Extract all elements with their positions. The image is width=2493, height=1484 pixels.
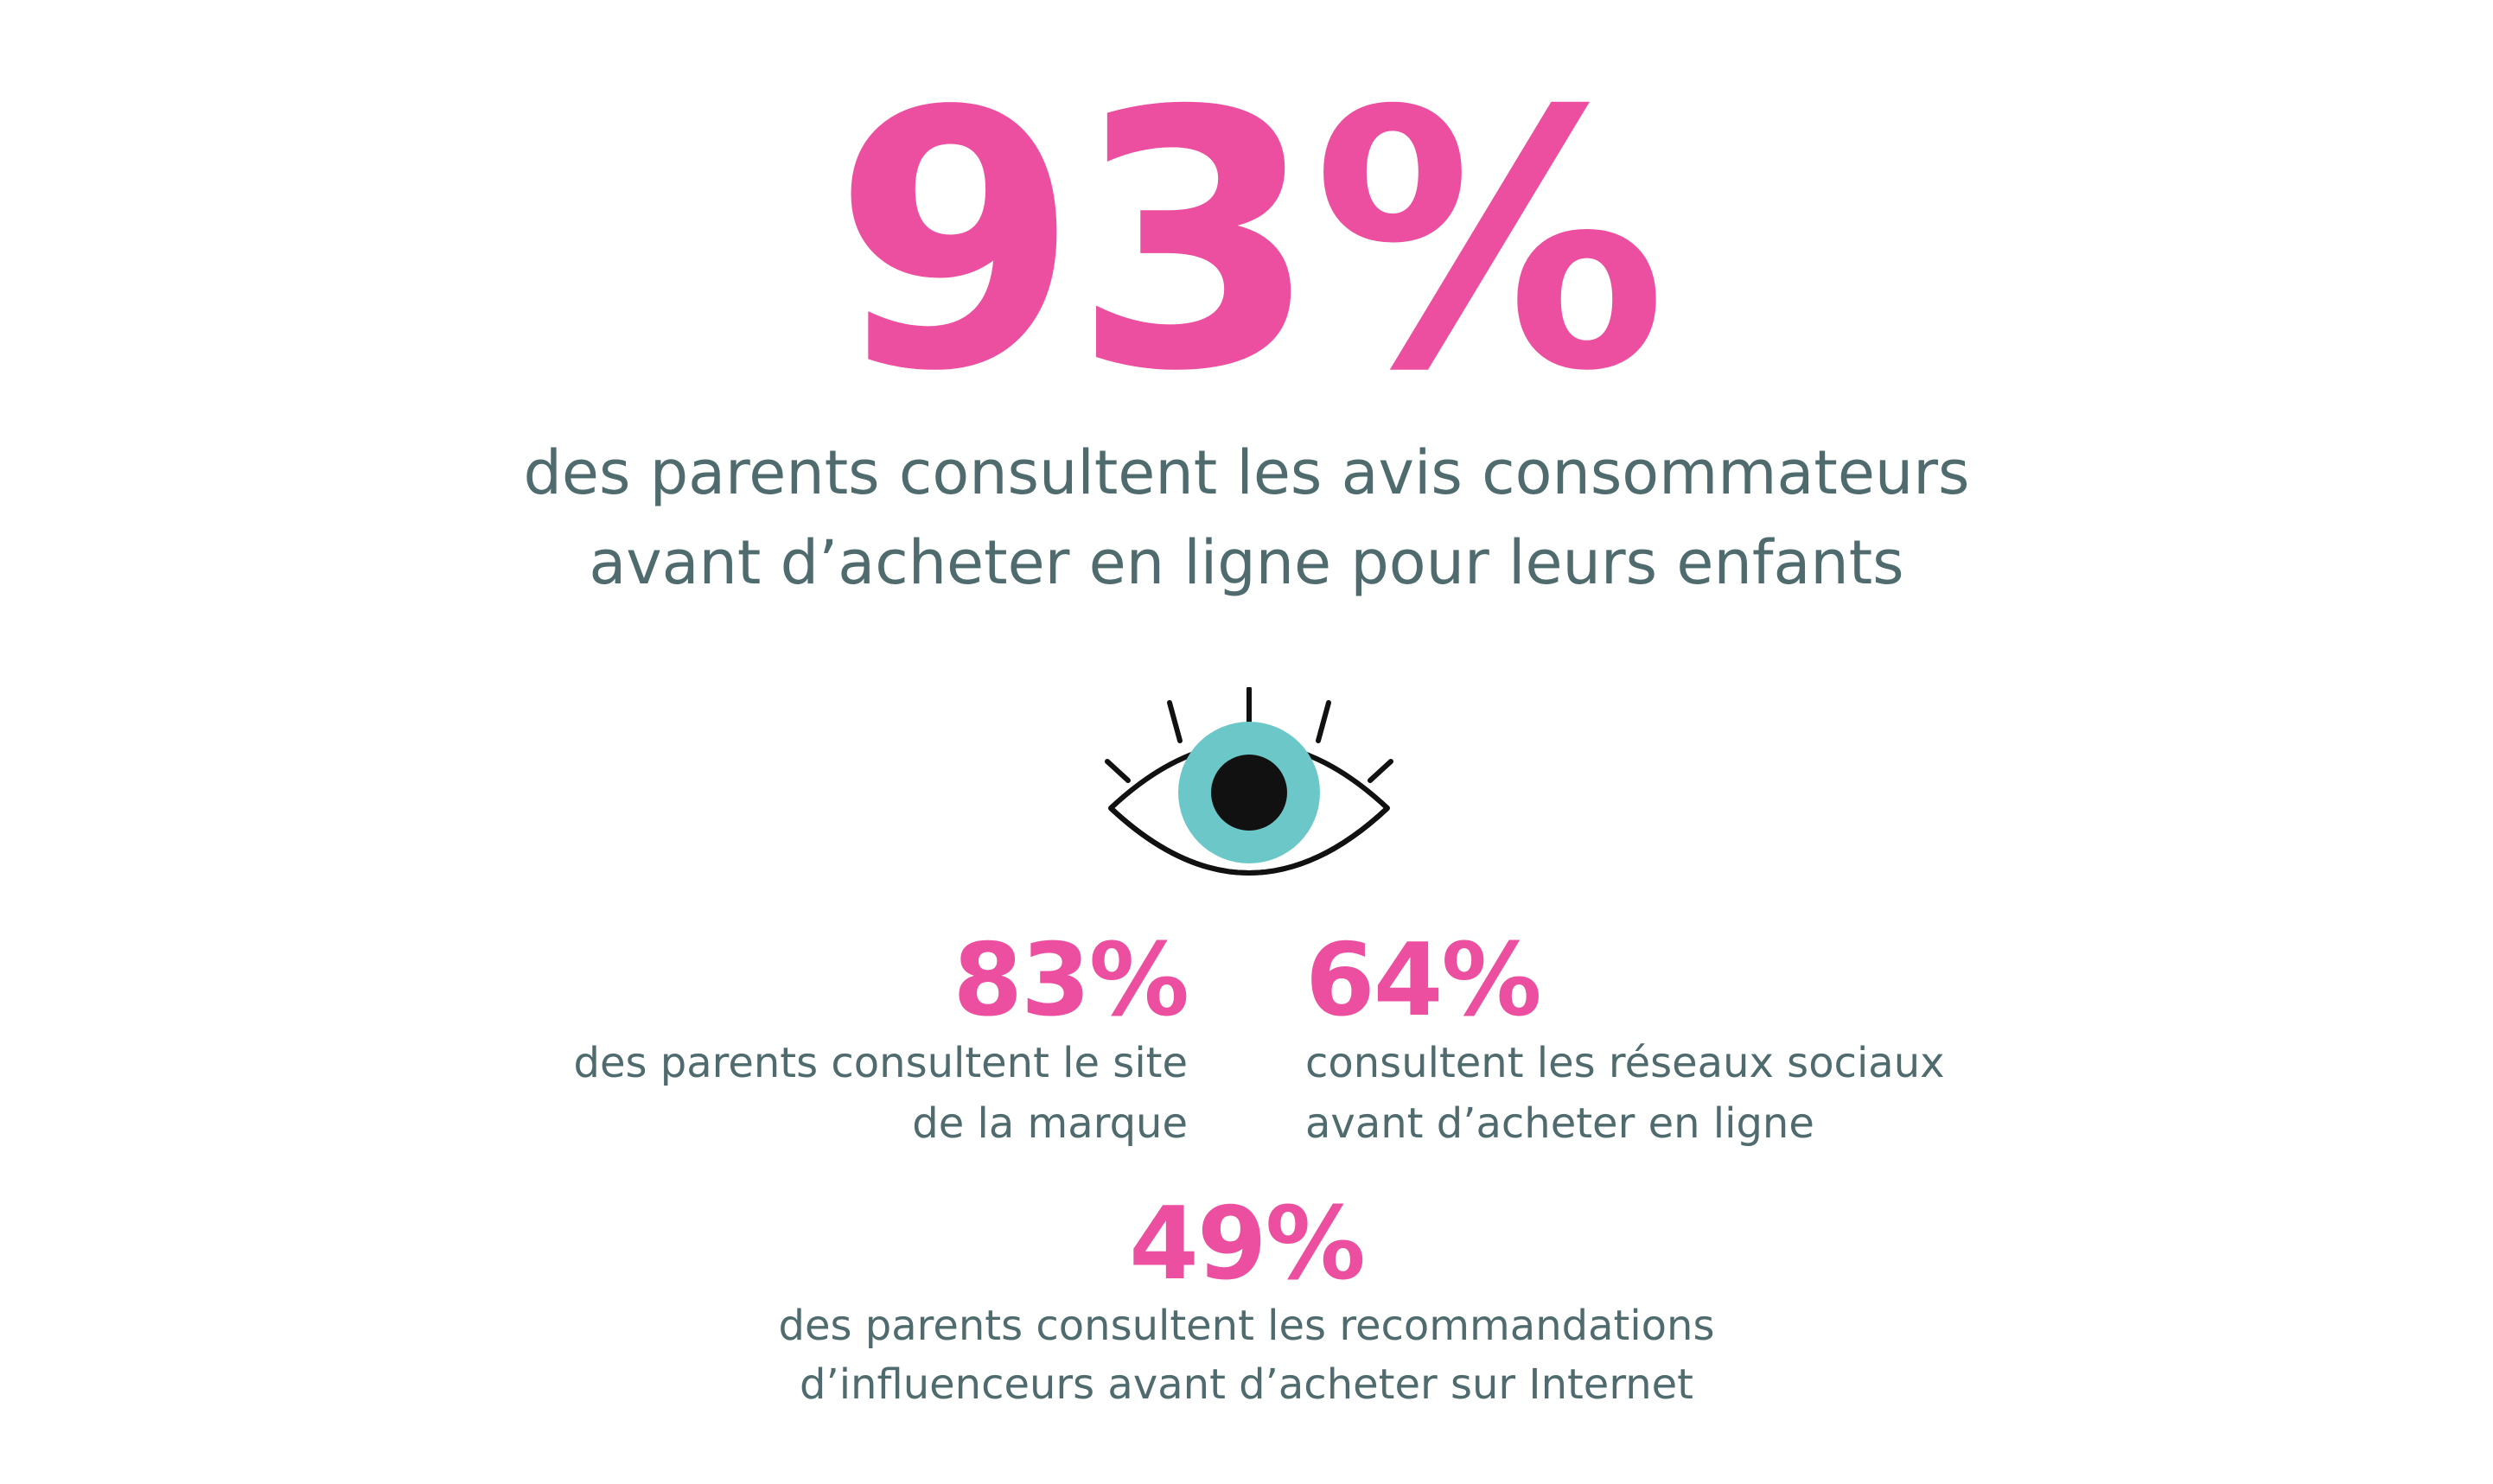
headline-percentage: 93% bbox=[832, 35, 1667, 449]
stat-brand-site-percentage: 83% bbox=[953, 922, 1189, 1039]
stat-brand-site-line-1: des parents consultent le site bbox=[573, 1039, 1188, 1087]
headline-caption-line-1: des parents consultent les avis consomma… bbox=[523, 437, 1970, 508]
stat-influencers-line-1: des parents consultent les recommandatio… bbox=[778, 1302, 1715, 1350]
stat-brand-site: 83% des parents consultent le site de la… bbox=[573, 922, 1189, 1154]
stat-social-networks: 64% consultent les réseaux sociaux avant… bbox=[1305, 929, 1945, 1154]
stat-influencers-percentage: 49% bbox=[1129, 1186, 1366, 1302]
stat-brand-site-line-2: de la marque bbox=[912, 1099, 1188, 1148]
stat-influencers-line-2: d’influenceurs avant d’acheter sur Inter… bbox=[799, 1360, 1693, 1409]
stat-social-networks-percentage: 64% bbox=[1305, 922, 1542, 1039]
headline-caption: des parents consultent les avis consomma… bbox=[0, 428, 2493, 608]
stat-influencers: 49% des parents consultent les recommand… bbox=[0, 1193, 2493, 1414]
eye-icon bbox=[1105, 687, 1393, 876]
stat-social-networks-line-2: avant d’acheter en ligne bbox=[1305, 1099, 1814, 1148]
headline-caption-line-2: avant d’acheter en ligne pour leurs enfa… bbox=[589, 527, 1904, 598]
stat-social-networks-line-1: consultent les réseaux sociaux bbox=[1305, 1039, 1945, 1087]
